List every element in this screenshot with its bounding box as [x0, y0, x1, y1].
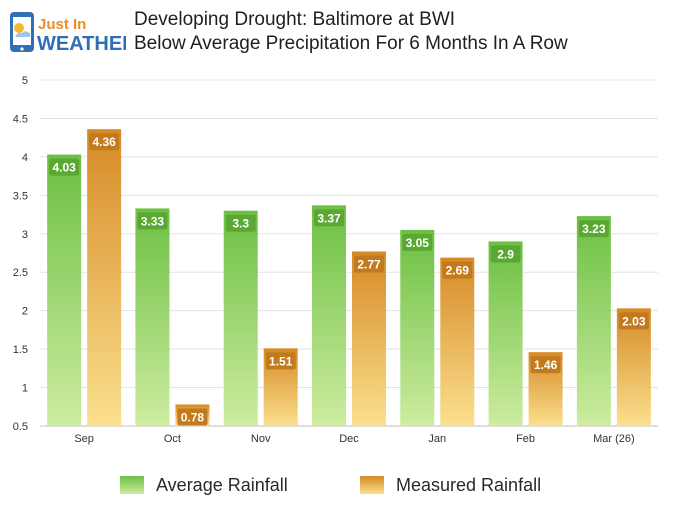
average-rainfall-bar	[576, 216, 611, 426]
average-value-label-bg	[490, 245, 521, 263]
legend-average-swatch	[120, 476, 144, 494]
average-value-label-bg	[49, 158, 80, 176]
y-tick-label: 4	[22, 152, 28, 164]
average-value-label-bg	[314, 209, 344, 227]
y-tick-label: 2	[22, 306, 28, 318]
y-tick-label: 0.5	[13, 421, 28, 433]
logo-line2: WEATHER	[37, 33, 126, 55]
chart-title: Developing Drought: Baltimore at BWI	[134, 9, 456, 30]
average-value-label-bg	[225, 214, 256, 232]
measured-value-label-bg	[89, 133, 120, 151]
measured-value-label-bg	[354, 255, 384, 273]
average-value-label: 3.3	[232, 217, 249, 231]
y-tick-label: 3.5	[13, 190, 28, 202]
measured-rainfall-bar	[440, 257, 475, 426]
measured-value-label: 1.46	[534, 358, 558, 372]
average-rainfall-bar	[312, 205, 346, 426]
average-value-label: 3.23	[582, 222, 606, 236]
y-tick-label: 2.5	[13, 267, 28, 279]
measured-value-label: 1.51	[269, 354, 293, 368]
average-value-label-bg	[137, 212, 168, 230]
measured-value-label: 2.03	[622, 314, 646, 328]
just-in-weather-logo: Just In WEATHER	[10, 12, 126, 55]
legend-measured-swatch	[360, 476, 384, 494]
x-category-label: Feb	[516, 433, 535, 445]
average-rainfall-bar	[400, 229, 435, 426]
phone-icon	[10, 12, 34, 52]
average-rainfall-bar	[135, 208, 170, 426]
average-rainfall-bar	[47, 154, 82, 427]
y-tick-label: 5	[22, 75, 28, 87]
x-category-label: Sep	[74, 433, 94, 445]
x-category-label: Nov	[251, 433, 271, 445]
average-value-label: 3.33	[141, 214, 165, 228]
x-category-label: Jan	[428, 433, 446, 445]
average-value-label: 3.05	[406, 236, 430, 250]
average-value-label: 2.9	[497, 247, 514, 261]
x-category-label: Oct	[164, 433, 181, 445]
x-category-label: Dec	[339, 433, 359, 445]
measured-value-label-bg	[265, 352, 296, 370]
legend-average: Average Rainfall	[120, 474, 288, 496]
x-category-label: Mar (26)	[593, 433, 635, 445]
y-tick-label: 1	[22, 383, 28, 395]
average-value-label: 3.37	[317, 211, 341, 225]
measured-rainfall-bar	[352, 251, 386, 426]
measured-value-label: 2.77	[357, 257, 381, 271]
y-tick-label: 4.5	[13, 113, 28, 125]
average-value-label-bg	[578, 220, 609, 238]
measured-value-label-bg	[618, 312, 649, 330]
legend-measured-label: Measured Rainfall	[396, 474, 542, 495]
measured-value-label-bg	[530, 356, 561, 374]
chart-subtitle: Below Average Precipitation For 6 Months…	[134, 33, 568, 54]
average-rainfall-bar	[488, 241, 523, 426]
legend-measured: Measured Rainfall	[360, 474, 541, 496]
y-tick-label: 3	[22, 229, 28, 241]
logo-line1: Just In	[38, 16, 86, 33]
measured-value-label-bg	[177, 408, 208, 426]
measured-value-label: 2.69	[446, 264, 470, 278]
average-value-label: 4.03	[52, 161, 76, 175]
measured-value-label: 4.36	[92, 135, 116, 149]
average-rainfall-bar	[223, 210, 258, 426]
average-value-label-bg	[402, 233, 433, 251]
rainfall-bar-chart: 0.5 1 1.5 2 2.5 3 3.5 4 4.5 5 4.03 4.36 3.33 0.78 3.3…	[13, 75, 658, 445]
y-tick-label: 1.5	[13, 344, 28, 356]
measured-value-label-bg	[442, 261, 473, 279]
legend-average-label: Average Rainfall	[156, 474, 288, 495]
measured-rainfall-bar	[87, 129, 122, 426]
measured-value-label: 0.78	[181, 410, 205, 424]
